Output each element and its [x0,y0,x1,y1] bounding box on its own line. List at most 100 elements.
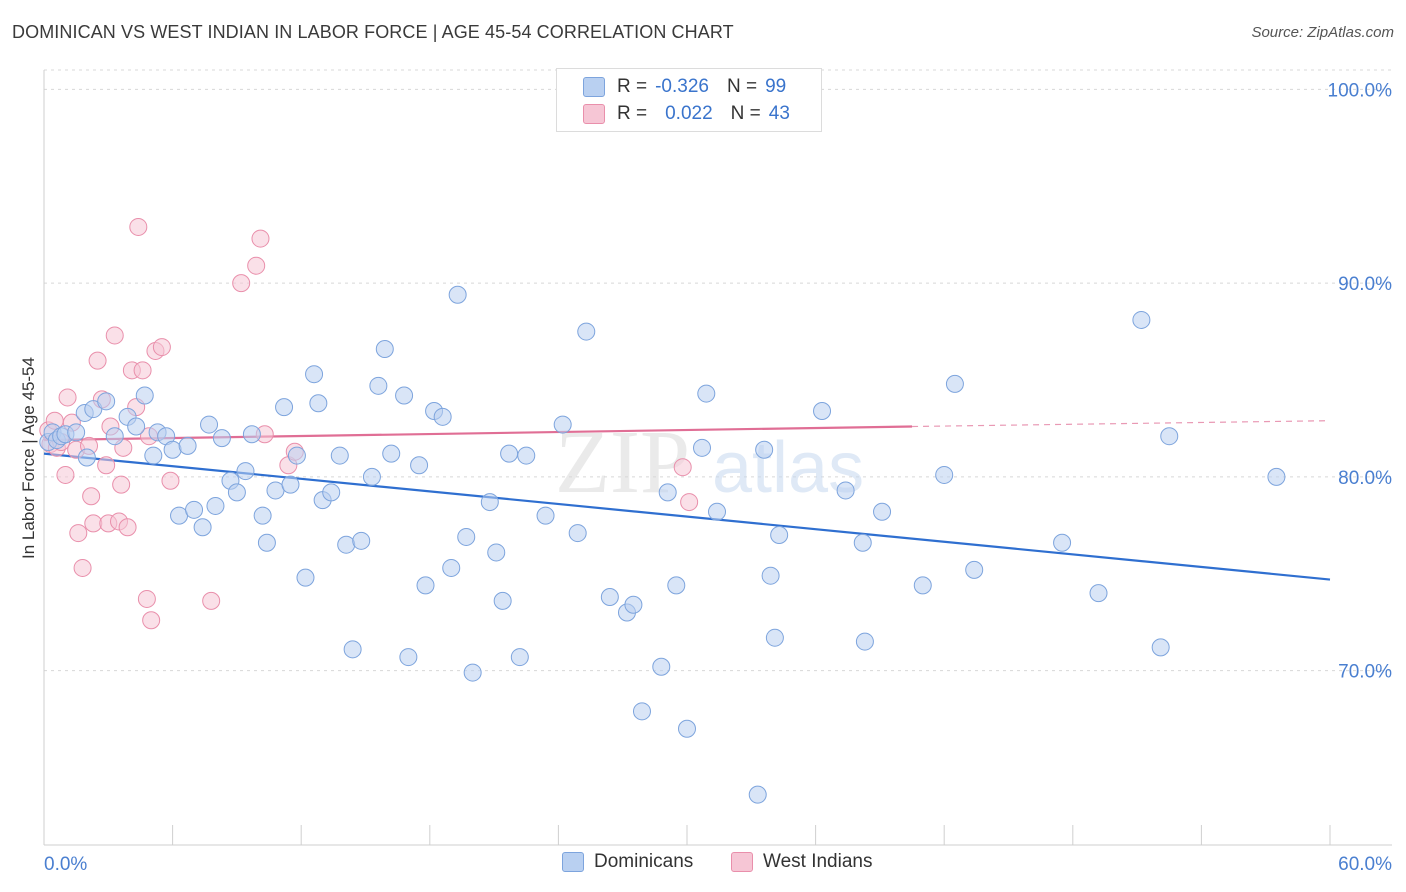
x-tick-min: 0.0% [44,854,87,875]
point-dominicans [536,506,555,525]
point-west-indians [137,589,156,608]
axes [43,70,1392,846]
point-dominicans [945,374,964,393]
point-dominicans [185,500,204,519]
point-dominicans [493,591,512,610]
y-tick-label: 70.0% [1338,662,1392,683]
point-dominicans [163,440,182,459]
point-dominicans [813,402,832,420]
point-dominicans [97,392,116,411]
point-dominicans [1151,638,1170,657]
point-dominicans [678,719,696,738]
point-dominicans [309,394,328,413]
point-dominicans [853,533,872,552]
legend-r-label: R = [617,76,648,97]
point-dominicans [337,535,356,554]
point-dominicans [658,483,677,502]
point-west-indians [105,326,124,345]
point-west-indians [251,229,270,248]
point-dominicans [517,446,536,465]
point-dominicans [281,475,300,494]
point-dominicans [275,398,294,417]
point-dominicans [322,483,341,502]
series-label: Dominicans [594,851,694,872]
point-dominicans [395,386,414,405]
point-dominicans [305,365,324,384]
point-dominicans [105,427,124,446]
point-dominicans [362,467,381,486]
point-dominicans [652,657,671,676]
point-west-indians [202,591,221,610]
point-dominicans [697,384,716,403]
legend-row-west-indians: R = 0.022 N = 43 [583,101,790,127]
point-dominicans [693,438,712,457]
legend-row-dominicans: R = -0.326 N = 99 [583,74,786,100]
point-dominicans [193,518,212,537]
legend-swatch-pink [583,104,605,124]
series-swatch-pink [731,852,753,872]
point-dominicans [144,446,163,465]
point-dominicans [375,340,394,358]
y-tick-labels: 70.0% 80.0% 90.0% 100.0% [1328,80,1393,682]
point-dominicans [624,595,643,614]
point-dominicans [708,502,727,521]
point-dominicans [761,566,780,585]
x-tick-max: 60.0% [1338,854,1392,875]
y-tick-label: 90.0% [1338,274,1392,295]
point-dominicans [178,436,197,455]
point-dominicans [770,526,789,544]
legend-n-label: N = [730,103,761,124]
point-dominicans [510,648,529,667]
point-dominicans [200,415,219,434]
correlation-legend: R = -0.326 N = 99 R = 0.022 N = 43 [556,68,822,132]
point-dominicans [212,429,231,448]
point-west-indians [680,493,699,512]
point-dominicans [480,493,499,512]
point-dominicans [577,322,596,341]
point-dominicans [1053,533,1072,552]
y-tick-label: 100.0% [1328,80,1393,101]
point-dominicans [287,446,306,465]
point-dominicans [67,423,86,442]
point-dominicans [253,506,272,525]
point-dominicans [913,576,932,595]
point-dominicans [600,588,619,606]
point-dominicans [382,444,401,463]
point-west-indians [133,361,152,380]
legend-r-label: R = [617,103,648,124]
point-dominicans [266,481,285,500]
point-dominicans [257,533,276,552]
point-west-indians [129,217,148,236]
series-label: West Indians [763,851,873,872]
point-dominicans [343,640,362,659]
legend-swatch-blue [583,77,605,97]
point-dominicans [500,444,519,463]
source-credit: Source: ZipAtlas.com [1251,24,1394,41]
point-west-indians [73,558,92,577]
series-legend-west-indians: West Indians [731,851,872,873]
point-dominicans [568,524,587,543]
point-dominicans [442,558,461,577]
trend-line-west-indians-extension [912,420,1331,428]
point-dominicans [296,568,315,587]
y-axis-title: In Labor Force | Age 45-54 [19,357,38,559]
point-west-indians [161,471,180,490]
point-dominicans [410,456,429,475]
point-dominicans [765,628,784,647]
point-dominicans [433,407,452,426]
point-west-indians [58,388,77,407]
point-dominicans [463,663,482,682]
legend-n-value: 43 [768,103,790,124]
point-dominicans [755,440,774,459]
point-dominicans [1089,584,1108,603]
point-west-indians [112,475,131,494]
point-west-indians [82,487,101,506]
legend-r-value: 0.022 [665,103,713,124]
point-west-indians [56,465,75,484]
legend-n-label: N = [726,76,758,97]
point-west-indians [142,611,161,630]
point-dominicans [457,527,476,546]
point-dominicans [836,481,855,500]
point-dominicans [487,543,506,562]
